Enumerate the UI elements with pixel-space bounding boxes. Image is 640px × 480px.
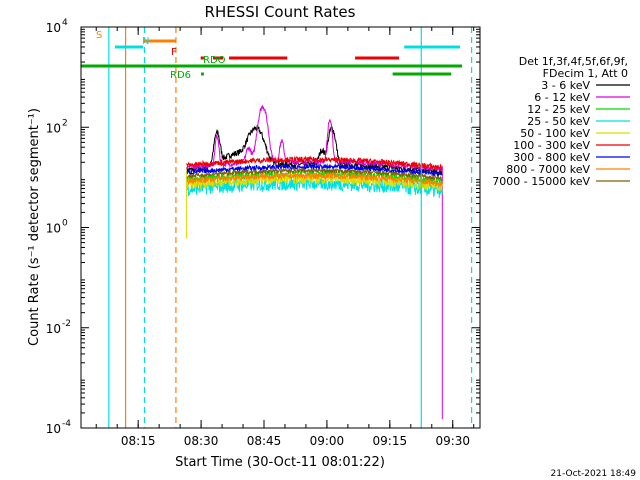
y-tick-exponent-3: 2: [62, 118, 68, 128]
flag-label-n: N: [142, 36, 149, 47]
y-tick-label-0: 10: [46, 422, 61, 436]
flag-label-rdo: RDO: [203, 55, 226, 66]
legend-label-4: 50 - 100 keV: [520, 127, 590, 140]
chart-title: RHESSI Count Rates: [205, 3, 356, 21]
legend-label-5: 100 - 300 keV: [513, 139, 590, 152]
y-tick-exponent-1: -2: [62, 319, 71, 329]
flag-label-f: F: [171, 47, 177, 58]
legend: Det 1f,3f,4f,5f,6f,9f,FDecim 1, Att 03 -…: [492, 55, 630, 188]
x-tick-label-4: 09:15: [373, 434, 408, 448]
footer-timestamp: 21-Oct-2021 18:49: [551, 469, 637, 479]
series-line-7: [185, 171, 443, 187]
flag-label-rd6: RD6: [170, 70, 191, 81]
flag-label-s: S: [96, 30, 102, 41]
axes-layer: 08:15 08:30 08:45 09:00 09:15 09:3010-410-210…: [46, 18, 481, 448]
y-tick-exponent-4: 4: [62, 18, 68, 28]
y-tick-label-1: 10: [46, 322, 61, 336]
legend-header-0: Det 1f,3f,4f,5f,6f,9f,: [519, 55, 628, 68]
series-line-5: [185, 155, 443, 171]
x-axis-label: Start Time (30-Oct-11 08:01:22): [175, 455, 385, 470]
legend-header-1: FDecim 1, Att 0: [543, 67, 628, 80]
x-tick-label-3: 09:00: [310, 434, 345, 448]
legend-label-3: 25 - 50 keV: [527, 115, 590, 128]
legend-label-6: 300 - 800 keV: [513, 151, 590, 164]
series-layer: [185, 104, 443, 420]
y-tick-label-2: 10: [46, 222, 61, 236]
y-tick-label-4: 10: [46, 21, 61, 35]
series-line-8: [185, 166, 443, 181]
y-axis-label: Count Rate (s⁻¹ detector segment⁻¹): [27, 108, 42, 346]
series-line-3: [185, 175, 443, 199]
series-line-6: [185, 162, 443, 177]
legend-label-2: 12 - 25 keV: [527, 103, 590, 116]
legend-label-1: 6 - 12 keV: [534, 91, 590, 104]
legend-label-8: 7000 - 15000 keV: [492, 175, 590, 188]
y-tick-exponent-2: 0: [62, 219, 68, 229]
x-tick-label-1: 08:30: [184, 434, 219, 448]
x-tick-label-2: 08:45: [247, 434, 282, 448]
legend-label-0: 3 - 6 keV: [541, 79, 590, 92]
y-tick-label-3: 10: [46, 121, 61, 135]
y-tick-exponent-0: -4: [62, 419, 71, 429]
legend-label-7: 800 - 7000 keV: [506, 163, 590, 176]
x-tick-label-5: 09:30: [435, 434, 470, 448]
x-tick-label-0: 08:15: [121, 434, 156, 448]
overlay-layer: S N F RDO RD6: [81, 27, 473, 428]
